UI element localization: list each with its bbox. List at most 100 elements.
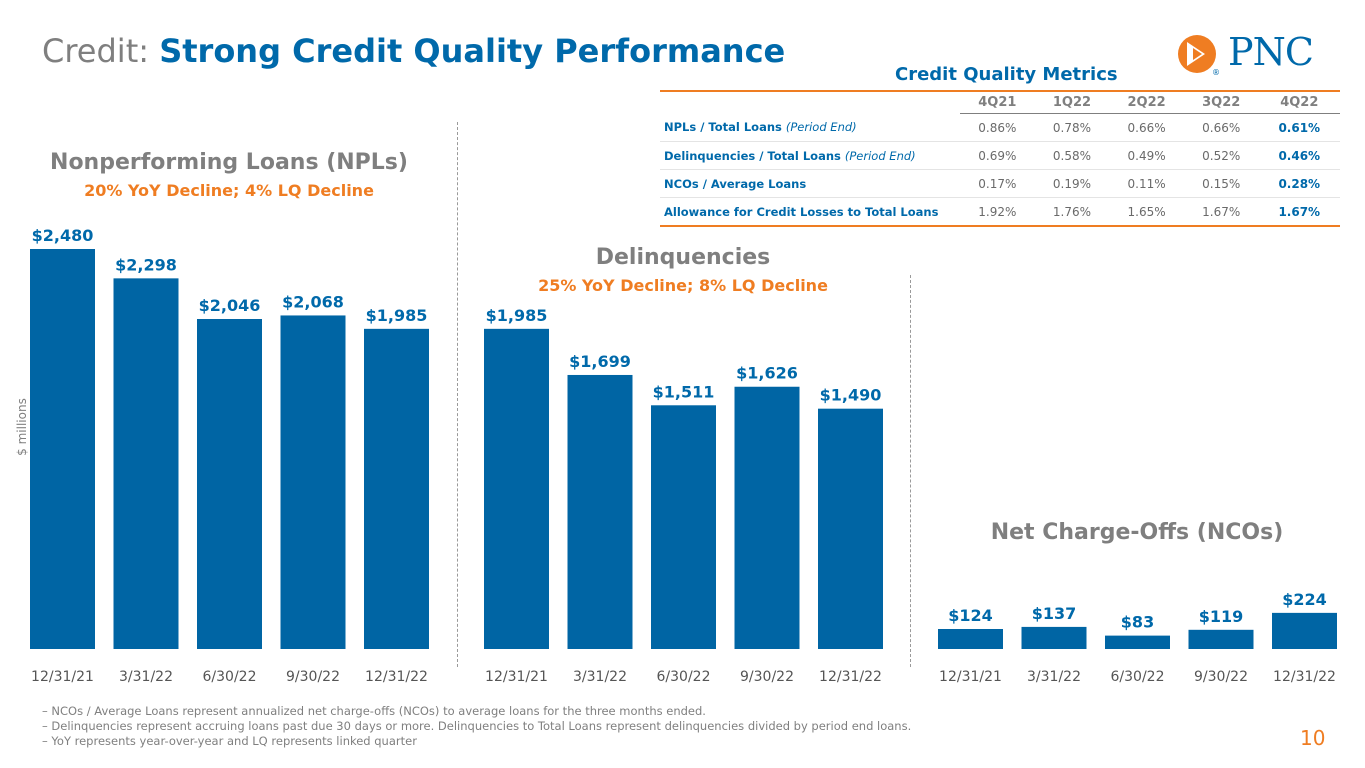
npl-category-label: 12/31/22	[365, 669, 428, 685]
delinq-category-label: 9/30/22	[740, 669, 794, 685]
table-cell: 0.58%	[1034, 141, 1110, 170]
pnc-logo-text: PNC	[1228, 30, 1314, 74]
table-cell: 1.76%	[1034, 197, 1110, 227]
table-cell: 0.86%	[960, 113, 1035, 142]
npl-value-label: $2,046	[199, 296, 261, 315]
table-row: NPLs / Total Loans (Period End) 0.86% 0.…	[660, 113, 1340, 142]
pnc-logo-icon	[1178, 35, 1216, 73]
row-label: NPLs / Total Loans (Period End)	[660, 113, 960, 142]
npl-bar	[364, 328, 429, 649]
metrics-col-header: 3Q22	[1183, 90, 1259, 114]
npl-bar	[280, 315, 346, 649]
nco-category-label: 6/30/22	[1111, 669, 1165, 685]
delinq-category-label: 6/30/22	[657, 669, 711, 685]
chart-divider	[457, 122, 458, 667]
row-label: Allowance for Credit Losses to Total Loa…	[660, 197, 960, 227]
nco-bars: $124 12/31/21 $137 3/31/22 $83 6/30/22 $119 9/3…	[938, 590, 1337, 685]
nco-bar	[1188, 629, 1254, 649]
metrics-col-header: 4Q22	[1258, 90, 1340, 114]
delinq-bar	[818, 408, 883, 649]
title-prefix: Credit:	[42, 32, 150, 70]
table-cell: 0.17%	[960, 169, 1035, 198]
npl-category-label: 9/30/22	[286, 669, 340, 685]
delinq-bars: $1,985 12/31/21 $1,699 3/31/22 $1,511 6/30/22…	[484, 306, 883, 685]
table-row: NCOs / Average Loans 0.17% 0.19% 0.11% 0…	[660, 169, 1340, 198]
npl-value-label: $1,985	[366, 306, 428, 325]
npl-category-label: 6/30/22	[203, 669, 257, 685]
table-cell: 0.52%	[1183, 141, 1259, 170]
row-label: NCOs / Average Loans	[660, 169, 960, 198]
delinq-value-label: $1,626	[736, 364, 798, 383]
metrics-col-header: 1Q22	[1034, 90, 1110, 114]
nco-bar	[1105, 635, 1170, 649]
delinq-value-label: $1,511	[653, 382, 715, 401]
footnote: – YoY represents year-over-year and LQ r…	[42, 734, 417, 748]
delinq-bar	[734, 386, 800, 649]
nco-bar	[938, 629, 1003, 649]
npl-bar	[113, 278, 179, 649]
delinq-chart-title: Delinquencies	[595, 245, 771, 270]
npl-bars: $2,480 12/31/21 $2,298 3/31/22 $2,046 6/30/22…	[30, 226, 429, 685]
delinq-value-label: $1,699	[569, 352, 631, 371]
table-cell: 0.66%	[1183, 113, 1259, 142]
registered-mark: ®	[1212, 68, 1220, 77]
nco-category-label: 12/31/21	[939, 669, 1002, 685]
table-cell: 1.67%	[1183, 197, 1259, 227]
nco-chart-title: Net Charge-Offs (NCOs)	[990, 520, 1284, 545]
delinq-value-label: $1,985	[486, 306, 548, 325]
delinq-category-label: 12/31/22	[819, 669, 882, 685]
delinq-value-label: $1,490	[820, 386, 882, 405]
chart-divider	[910, 275, 911, 667]
nco-bar	[1272, 612, 1337, 649]
nco-bar	[1021, 626, 1087, 649]
footnotes: – NCOs / Average Loans represent annuali…	[42, 704, 911, 749]
npl-bar-chart: $2,480 12/31/21 $2,298 3/31/22 $2,046 6/30/22…	[30, 226, 1337, 685]
nco-value-label: $224	[1282, 590, 1327, 609]
metrics-col-header: 4Q21	[960, 90, 1035, 114]
nco-category-label: 3/31/22	[1027, 669, 1081, 685]
delinq-category-label: 12/31/21	[485, 669, 548, 685]
npl-chart-title: Nonperforming Loans (NPLs)	[50, 150, 408, 175]
delinq-bar	[484, 328, 549, 649]
credit-metrics-table: 4Q21 1Q22 2Q22 3Q22 4Q22 NPLs / Total Lo…	[660, 90, 1340, 227]
title-main: Strong Credit Quality Performance	[159, 32, 786, 70]
table-cell: 1.65%	[1109, 197, 1184, 227]
page-number: 10	[1300, 726, 1326, 750]
row-label: Delinquencies / Total Loans (Period End)	[660, 141, 960, 170]
table-cell: 0.78%	[1034, 113, 1110, 142]
footnote: – NCOs / Average Loans represent annuali…	[42, 704, 706, 718]
table-cell: 0.19%	[1034, 169, 1110, 198]
table-cell: 1.67%	[1258, 197, 1340, 227]
table-row: Delinquencies / Total Loans (Period End)…	[660, 141, 1340, 170]
nco-value-label: $83	[1121, 613, 1154, 632]
metrics-header-row: 4Q21 1Q22 2Q22 3Q22 4Q22	[660, 90, 1340, 114]
table-cell: 0.66%	[1109, 113, 1184, 142]
slide-title: Credit: Strong Credit Quality Performanc…	[42, 32, 785, 70]
nco-value-label: $119	[1199, 607, 1244, 626]
nco-value-label: $124	[948, 606, 993, 625]
npl-category-label: 3/31/22	[119, 669, 173, 685]
nco-value-label: $137	[1032, 604, 1077, 623]
table-cell: 0.28%	[1258, 169, 1340, 198]
npl-value-label: $2,480	[32, 226, 94, 245]
metrics-title: Credit Quality Metrics	[895, 64, 1118, 85]
metrics-col-header: 2Q22	[1109, 90, 1184, 114]
npl-bar	[197, 319, 262, 649]
delinq-chart-subtitle: 25% YoY Decline; 8% LQ Decline	[538, 276, 828, 295]
nco-category-label: 12/31/22	[1273, 669, 1336, 685]
table-cell: 0.46%	[1258, 141, 1340, 170]
npl-value-label: $2,298	[115, 255, 177, 274]
table-cell: 1.92%	[960, 197, 1035, 227]
npl-value-label: $2,068	[282, 292, 344, 311]
delinq-category-label: 3/31/22	[573, 669, 627, 685]
npl-bar	[30, 249, 95, 649]
delinq-bar	[651, 405, 716, 649]
table-cell: 0.49%	[1109, 141, 1184, 170]
npl-category-label: 12/31/21	[31, 669, 94, 685]
nco-category-label: 9/30/22	[1194, 669, 1248, 685]
footnote: – Delinquencies represent accruing loans…	[42, 719, 912, 733]
table-row: Allowance for Credit Losses to Total Loa…	[660, 197, 1340, 227]
table-cell: 0.11%	[1109, 169, 1184, 198]
delinq-bar	[567, 374, 633, 649]
table-cell: 0.69%	[960, 141, 1035, 170]
